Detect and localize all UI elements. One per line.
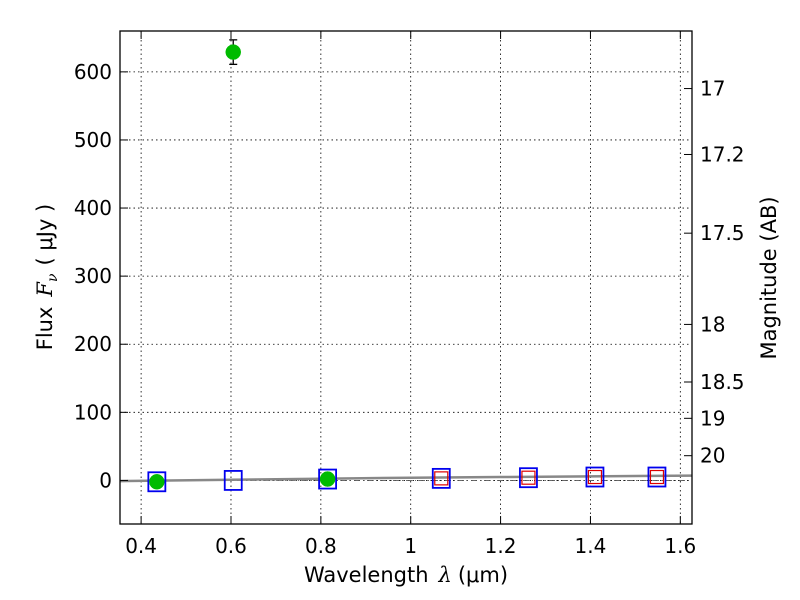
upper-limit-marker [223, 470, 243, 491]
y-axis-label-text: Flux [33, 307, 57, 351]
model-marker [587, 469, 603, 485]
y2-axis-label: Magnitude (AB) [757, 196, 781, 359]
y2-tick-label: 20 [700, 444, 725, 468]
y-tick-label: 0 [99, 468, 112, 492]
plot-frame [119, 30, 693, 525]
x-axis-label-math: λ [438, 563, 452, 587]
y-tick-label: 100 [74, 400, 112, 424]
y-tick-label: 300 [74, 264, 112, 288]
y2-tick-label: 17 [700, 77, 725, 101]
x-tick-label: 1 [404, 534, 417, 558]
x-tick-label: 1.4 [575, 534, 607, 558]
grid [120, 31, 692, 524]
model-curve [119, 474, 693, 483]
detection-point [319, 471, 336, 487]
y-tick-label: 600 [74, 60, 112, 84]
model-marker [649, 469, 665, 485]
upper-limit-marker [431, 467, 451, 489]
upper-limit-marker [318, 468, 337, 490]
y2-tick-label: 17.2 [700, 142, 745, 166]
model-marker [521, 470, 536, 485]
x-tick-label: 1.6 [664, 534, 696, 558]
upper-limit-marker [585, 466, 605, 488]
y2-tick-label: 18.5 [700, 370, 745, 394]
x-tick-label: 0.8 [305, 534, 337, 558]
y-tick-label: 500 [74, 128, 112, 152]
upper-limit-marker [519, 467, 538, 489]
x-axis-label-unit: (μm) [458, 563, 508, 587]
y-tick-label: 200 [74, 332, 112, 356]
upper-limit-marker [147, 471, 167, 493]
y-axis-label-math-sub: ν [45, 273, 61, 282]
x-tick-label: 0.6 [215, 534, 247, 558]
y2-tick-label: 18 [700, 312, 725, 336]
x-tick-label: 0.4 [125, 534, 157, 558]
ticks: 0.4 0.6 0.8 1 1.2 1.4 1.6 0 100 200 300 400 500 600 17… [74, 31, 745, 558]
model-marker [434, 471, 449, 486]
y2-tick-label: 17.5 [700, 221, 745, 245]
y-axis-label-math: F [33, 281, 57, 298]
upper-limit-marker [647, 466, 667, 488]
detection-point [225, 44, 241, 60]
x-axis-label: Wavelength λ (μm) [304, 563, 508, 587]
y-axis-label: Flux Fν ( μJy ) [33, 204, 61, 350]
series [119, 39, 693, 493]
y-tick-label: 400 [74, 196, 112, 220]
x-tick-label: 1.2 [485, 534, 517, 558]
x-axis-label-text: Wavelength [304, 563, 429, 587]
y-axis-label-unit: ( μJy ) [33, 204, 57, 266]
detection-point [149, 474, 165, 490]
y2-tick-label: 19 [700, 406, 725, 430]
